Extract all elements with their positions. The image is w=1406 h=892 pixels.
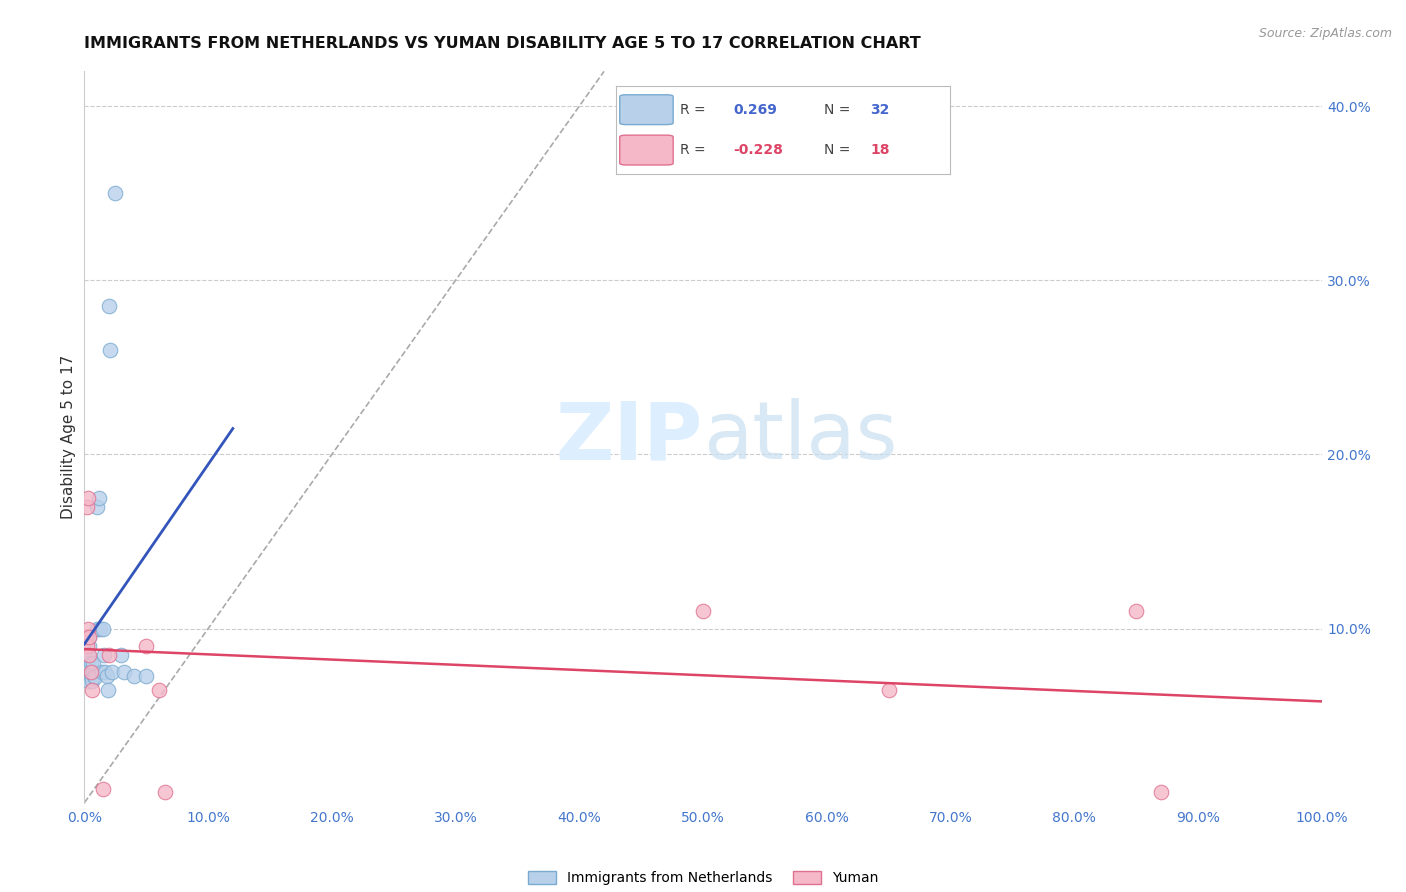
Text: ZIP: ZIP [555,398,703,476]
Text: -0.228: -0.228 [734,143,783,157]
Point [98,300,121,314]
Point [98,648,121,662]
Point [83,668,105,682]
Point [84,670,107,684]
Text: Source: ZipAtlas.com: Source: ZipAtlas.com [1258,27,1392,40]
Point [877,682,900,697]
Point [97,682,120,697]
Point [79,668,101,682]
Point [75,631,97,645]
Point [135,668,157,682]
Text: 0.269: 0.269 [734,103,778,117]
Point [104,186,127,201]
Text: 32: 32 [870,103,890,117]
Point [76,639,98,653]
FancyBboxPatch shape [620,95,673,125]
Text: atlas: atlas [703,398,897,476]
Point [112,665,135,680]
Point [77,622,100,636]
Point [1125,604,1147,618]
Point [1150,785,1173,799]
Point [79,665,101,680]
Point [89,491,111,505]
Point [153,785,176,799]
Point [96,668,118,682]
Point [79,673,101,688]
Point [76,500,98,514]
Text: R =: R = [681,143,706,157]
Point [91,622,114,636]
Point [86,500,108,514]
Point [148,682,170,697]
Point [77,648,100,662]
Text: R =: R = [681,103,706,117]
Point [80,673,103,688]
Point [135,639,157,653]
Point [79,639,101,653]
FancyBboxPatch shape [620,136,673,165]
Point [90,665,112,680]
Point [89,622,111,636]
Point [79,631,101,645]
Legend: Immigrants from Netherlands, Yuman: Immigrants from Netherlands, Yuman [522,866,884,891]
Point [79,665,101,680]
Point [79,631,101,645]
Text: IMMIGRANTS FROM NETHERLANDS VS YUMAN DISABILITY AGE 5 TO 17 CORRELATION CHART: IMMIGRANTS FROM NETHERLANDS VS YUMAN DIS… [84,36,921,51]
Point [122,668,145,682]
Point [77,491,100,505]
Point [98,343,121,357]
Text: N =: N = [824,143,849,157]
Point [692,604,714,618]
Point [110,648,132,662]
Point [100,665,122,680]
Point [91,781,114,796]
Point [79,657,101,671]
Point [93,648,115,662]
Y-axis label: Disability Age 5 to 17: Disability Age 5 to 17 [60,355,76,519]
Point [80,682,103,697]
Text: 18: 18 [870,143,890,157]
Point [94,665,117,680]
Point [86,622,108,636]
Point [82,665,104,680]
Point [82,657,104,671]
Point [77,657,100,671]
Text: N =: N = [824,103,849,117]
Point [76,665,98,680]
Point [79,648,101,662]
